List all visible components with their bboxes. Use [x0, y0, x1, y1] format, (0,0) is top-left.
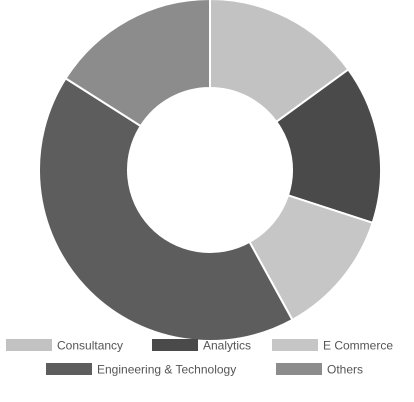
- legend-label-consultancy: Consultancy: [57, 339, 123, 353]
- legend-item-consultancy: Consultancy: [6, 339, 123, 353]
- donut-slices: [38, 0, 382, 342]
- slice-others: [64, 0, 211, 128]
- legend-item-analytics: Analytics: [152, 339, 251, 353]
- legend-swatch-engineering-and-technology: [46, 363, 92, 375]
- legend-swatch-others: [276, 363, 322, 375]
- legend-label-others: Others: [327, 363, 363, 377]
- legend-swatch-e-commerce: [272, 339, 318, 351]
- legend-label-engineering-and-technology: Engineering & Technology: [97, 363, 236, 377]
- legend-item-engineering-and-technology: Engineering & Technology: [46, 363, 236, 377]
- slice-engineering-and-technology: [38, 76, 294, 342]
- legend-item-others: Others: [276, 363, 363, 377]
- legend-label-e-commerce: E Commerce: [323, 339, 393, 353]
- legend-item-e-commerce: E Commerce: [272, 339, 393, 353]
- legend-swatch-consultancy: [6, 339, 52, 351]
- chart-legend: Consultancy Analytics E Commerce Engineerin…: [6, 339, 393, 377]
- legend-label-analytics: Analytics: [203, 339, 251, 353]
- legend-swatch-analytics: [152, 339, 198, 351]
